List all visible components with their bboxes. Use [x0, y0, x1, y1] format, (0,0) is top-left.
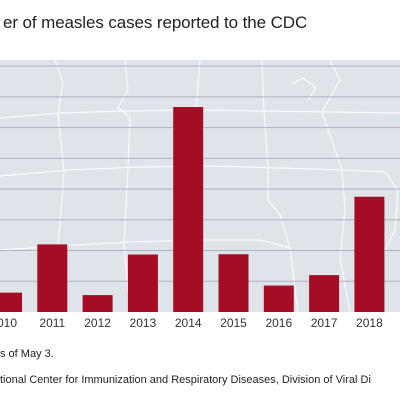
x-tick-label-2016: 2016 [265, 316, 292, 330]
bar-2017 [309, 275, 340, 312]
footnote: s of May 3. [0, 348, 54, 360]
bar-2015 [218, 254, 249, 312]
chart-title: er of measles cases reported to the CDC [3, 13, 308, 32]
x-tick-label-2013: 2013 [130, 316, 157, 330]
x-tick-label-2018: 2018 [356, 316, 383, 330]
x-tick-label-2014: 2014 [175, 316, 202, 330]
bar-2011 [37, 244, 68, 312]
x-tick-label-2015: 2015 [220, 316, 247, 330]
bar-010 [0, 292, 22, 312]
x-tick-label-010: 010 [0, 316, 17, 330]
bar-2016 [263, 285, 294, 312]
bar-2014 [173, 107, 204, 313]
bars [0, 107, 385, 313]
source-note: tional Center for Immunization and Respi… [0, 374, 371, 386]
x-tick-label-2011: 2011 [39, 316, 65, 330]
bar-2012 [82, 295, 113, 312]
bar-2013 [127, 254, 158, 312]
bar-2018 [354, 196, 385, 312]
x-tick-label-2012: 2012 [84, 316, 111, 330]
x-tick-label-2017: 2017 [311, 316, 338, 330]
x-tick-labels: 010 2011 2012 2013 2014 2015 2016 2017 2018 [0, 316, 383, 330]
